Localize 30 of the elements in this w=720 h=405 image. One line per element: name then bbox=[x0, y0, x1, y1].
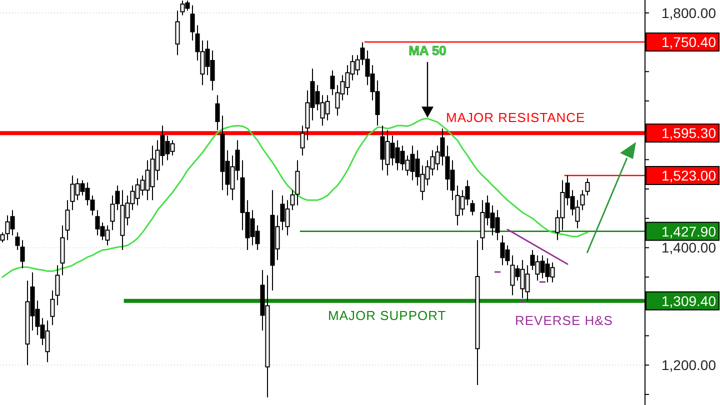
candlestick bbox=[470, 200, 475, 216]
ref-line-label: 1,595.30 bbox=[662, 125, 716, 142]
candlestick bbox=[0, 232, 5, 243]
text: MA 50 bbox=[408, 43, 446, 58]
y-tick-label: 1,400.00 bbox=[662, 240, 716, 256]
candlestick bbox=[175, 10, 180, 56]
ref-line-label: 1,309.40 bbox=[662, 292, 716, 309]
candlestick bbox=[60, 224, 65, 276]
candlestick bbox=[65, 200, 70, 241]
candlestick bbox=[20, 240, 25, 269]
candlestick bbox=[115, 184, 120, 211]
candlestick bbox=[215, 94, 220, 131]
candlestick bbox=[300, 125, 305, 156]
annotation: REVERSE H&S bbox=[515, 313, 613, 328]
candlestick bbox=[110, 194, 115, 231]
annotation: MAJOR SUPPORT bbox=[328, 308, 446, 323]
ref-line-label: 1,523.00 bbox=[662, 168, 716, 184]
candlestick bbox=[190, 4, 195, 41]
candlestick bbox=[55, 264, 60, 306]
candlestick bbox=[330, 70, 335, 96]
candlestick bbox=[585, 178, 590, 196]
y-tick-label: 1,200.00 bbox=[662, 356, 716, 373]
candlestick bbox=[475, 240, 480, 386]
annotation: MAJOR RESISTANCE bbox=[446, 110, 586, 126]
candlestick bbox=[15, 232, 20, 251]
candlestick bbox=[580, 190, 585, 211]
y-tick-label: 1,800.00 bbox=[662, 4, 716, 21]
ref-line-label: 1,427.90 bbox=[662, 223, 716, 240]
candlestick bbox=[50, 290, 55, 326]
ref-line-label: 1,750.40 bbox=[662, 34, 716, 50]
